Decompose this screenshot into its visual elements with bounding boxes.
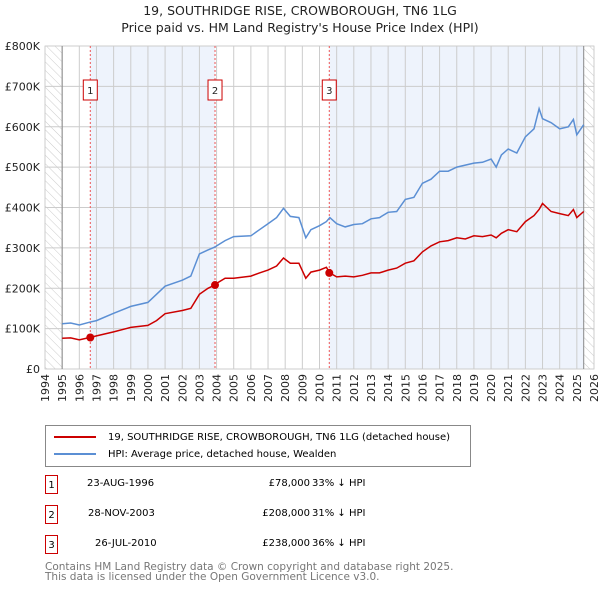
- x-tick-label: 1996: [73, 374, 86, 402]
- footer-license: This data is licensed under the Open Gov…: [45, 571, 380, 583]
- legend-label: 19, SOUTHRIDGE RISE, CROWBOROUGH, TN6 1L…: [108, 431, 451, 443]
- sale-label-box: [82, 79, 98, 101]
- chart-subtitle: Price paid vs. HM Land Registry's House …: [121, 20, 479, 35]
- legend-item-hpi: HPI: Average price, detached house, Weal…: [54, 446, 336, 462]
- legend-item-property: 19, SOUTHRIDGE RISE, CROWBOROUGH, TN6 1L…: [54, 429, 450, 445]
- x-tick-label: 2023: [537, 374, 550, 402]
- x-tick-label: 2005: [228, 374, 241, 402]
- y-tick-label: £500K: [5, 161, 41, 174]
- x-tick-label: 2016: [416, 374, 429, 402]
- x-tick-label: 2020: [485, 374, 498, 402]
- sale-hpi-diff: 31% ↓ HPI: [312, 508, 366, 519]
- sale-label: 2: [212, 86, 218, 97]
- x-tick-label: 2024: [554, 374, 567, 402]
- sale-row: 1 23-AUG-1996 £78,000 33% ↓ HPI: [45, 475, 465, 495]
- x-tick-label: 2008: [279, 374, 292, 402]
- y-tick-label: £300K: [5, 242, 41, 255]
- x-tick-label: 1997: [90, 374, 103, 402]
- legend-label: HPI: Average price, detached house, Weal…: [108, 448, 337, 460]
- sale-hpi-diff: 36% ↓ HPI: [312, 538, 366, 549]
- y-tick-label: £800K: [5, 40, 41, 53]
- x-tick-label: 2004: [211, 374, 224, 402]
- sale-row: 2 28-NOV-2003 £208,000 31% ↓ HPI: [45, 505, 465, 525]
- x-tick-label: 2003: [193, 374, 206, 402]
- x-tick-label: 2000: [142, 374, 155, 402]
- sale-price: £238,000: [262, 538, 310, 549]
- x-tick-label: 2021: [502, 374, 515, 402]
- x-tick-label: 2019: [468, 374, 481, 402]
- x-tick-label: 2007: [262, 374, 275, 402]
- x-tick-label: 1995: [56, 374, 69, 402]
- x-tick-label: 2026: [588, 374, 600, 402]
- sale-point: [325, 268, 334, 277]
- sale-label-box: [321, 79, 337, 101]
- hpi-line: [62, 105, 585, 326]
- sale-price: £208,000: [262, 508, 310, 519]
- x-tick-label: 2001: [159, 374, 172, 402]
- x-tick-label: 1999: [125, 374, 138, 402]
- x-tick-label: 2011: [331, 374, 344, 402]
- x-tick-label: 1998: [108, 374, 121, 402]
- legend-swatch-red: [54, 436, 96, 438]
- sale-row: 3 26-JUL-2010 £238,000 36% ↓ HPI: [45, 535, 465, 555]
- sale-date: 26-JUL-2010: [95, 538, 157, 549]
- sale-date: 28-NOV-2003: [88, 508, 155, 519]
- sale-point: [86, 333, 95, 342]
- sale-label-box: [207, 79, 223, 101]
- x-tick-label: 2017: [434, 374, 447, 402]
- y-tick-label: £700K: [5, 80, 41, 93]
- x-tick-label: 2010: [314, 374, 327, 402]
- y-tick-label: £100K: [5, 323, 41, 336]
- sale-marker-box: 1: [45, 475, 58, 494]
- sale-marker-box: 2: [45, 505, 58, 524]
- sale-price: £78,000: [268, 478, 310, 489]
- sale-label: 1: [87, 86, 93, 97]
- x-tick-label: 2009: [296, 374, 309, 402]
- legend-swatch-blue: [54, 453, 96, 455]
- sale-point: [211, 281, 220, 290]
- property-price-line: [62, 202, 585, 341]
- x-tick-label: 2022: [519, 374, 532, 402]
- sale-date: 23-AUG-1996: [87, 478, 155, 489]
- legend: 19, SOUTHRIDGE RISE, CROWBOROUGH, TN6 1L…: [45, 425, 471, 467]
- y-tick-label: £0: [26, 363, 40, 376]
- x-tick-label: 2002: [176, 374, 189, 402]
- chart-title: 19, SOUTHRIDGE RISE, CROWBOROUGH, TN6 1L…: [143, 3, 457, 18]
- x-tick-label: 2006: [245, 374, 258, 402]
- x-tick-label: 2012: [348, 374, 361, 402]
- price-chart: 1994 1995 1996 1997 1998 1999 2000 2001 2002 2003…: [5, 40, 600, 402]
- x-tick-label: 2013: [365, 374, 378, 402]
- sale-hpi-diff: 33% ↓ HPI: [312, 478, 366, 489]
- x-tick-label: 2018: [451, 374, 464, 402]
- sale-label: 3: [326, 86, 332, 97]
- x-tick-label: 1994: [39, 374, 52, 402]
- sale-marker-box: 3: [45, 535, 58, 554]
- y-tick-label: £600K: [5, 121, 41, 134]
- x-tick-label: 2014: [382, 374, 395, 402]
- x-tick-label: 2015: [399, 374, 412, 402]
- y-tick-label: £400K: [5, 202, 41, 215]
- y-tick-label: £200K: [5, 282, 41, 295]
- footer-copyright: Contains HM Land Registry data © Crown c…: [45, 561, 454, 573]
- x-tick-label: 2025: [571, 374, 584, 402]
